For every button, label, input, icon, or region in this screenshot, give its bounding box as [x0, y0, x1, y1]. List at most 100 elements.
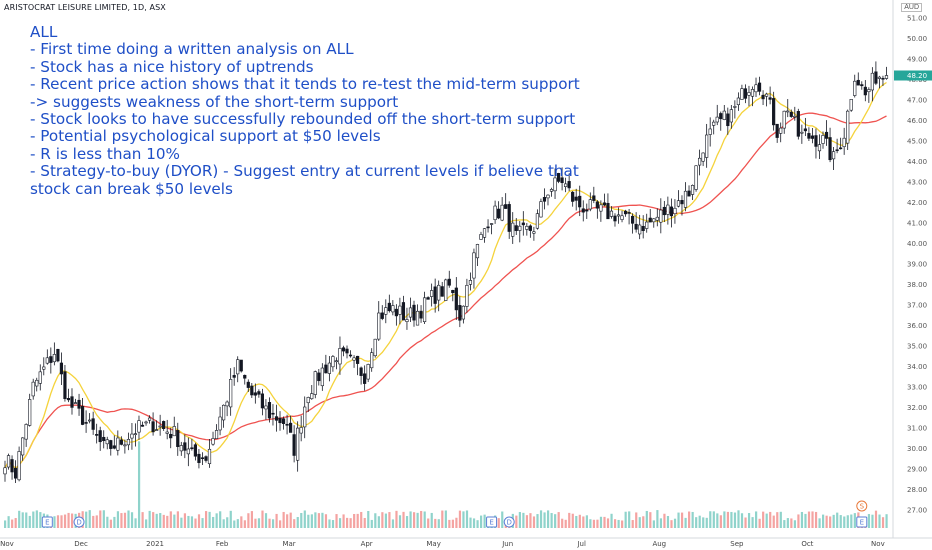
candle-body [750, 89, 755, 97]
volume-bar [286, 514, 289, 528]
earnings-badge-glyph: E [45, 519, 49, 527]
candle-body [486, 226, 490, 229]
volume-bar [264, 513, 268, 528]
x-tick-label: Feb [216, 540, 229, 548]
volume-bar [853, 513, 856, 528]
y-tick-label: 49.00 [907, 56, 927, 64]
volume-bar [843, 516, 846, 528]
candle-body [299, 427, 303, 434]
candle-body [225, 401, 229, 407]
candle-body [853, 80, 857, 96]
last-price-label: 48.20 [907, 72, 927, 80]
volume-bar [702, 517, 705, 528]
volume-bar [793, 520, 797, 528]
y-tick-label: 31.00 [907, 424, 927, 432]
x-tick-label: Sep [730, 540, 744, 548]
volume-bar [130, 512, 134, 528]
candle-body [662, 206, 666, 216]
volume-bar [518, 512, 521, 528]
volume-bar [416, 512, 419, 528]
candle-body [80, 406, 85, 425]
y-tick-label: 27.00 [907, 506, 927, 514]
candle-body [482, 228, 487, 238]
volume-bar [680, 512, 684, 528]
volume-bar [733, 512, 737, 528]
candle-body [828, 137, 832, 161]
candle-body [542, 197, 547, 202]
volume-bar [356, 513, 359, 528]
candle-body [606, 202, 610, 220]
candle-body [243, 374, 247, 379]
volume-bar [113, 516, 116, 528]
volume-bar [324, 514, 328, 528]
y-tick-label: 51.00 [907, 15, 927, 23]
y-tick-label: 39.00 [907, 260, 927, 268]
candle-body [377, 312, 381, 340]
candle-body [511, 222, 515, 237]
candle-body [849, 99, 853, 111]
volume-bar [95, 515, 98, 528]
volume-bar [134, 518, 137, 528]
volume-bar [137, 441, 141, 528]
volume-bar [554, 514, 557, 528]
volume-bar [776, 512, 779, 528]
volume-bar [32, 511, 35, 528]
candle-body [655, 216, 659, 221]
x-tick-label: 2021 [146, 540, 164, 548]
volume-bar [398, 515, 402, 528]
candle-body [331, 356, 335, 368]
candle-body [623, 210, 628, 215]
candle-body [747, 92, 751, 96]
volume-bar [402, 511, 405, 528]
volume-bar [427, 518, 430, 528]
volume-bar [878, 514, 881, 528]
candle-body [479, 234, 483, 240]
y-tick-label: 46.00 [907, 117, 927, 125]
candle-body [28, 399, 32, 426]
candle-body [334, 360, 339, 363]
volume-bar [807, 511, 811, 528]
note-line: -> suggests weakness of the short-term s… [30, 92, 399, 111]
candle-body [102, 436, 106, 442]
volume-bar [529, 513, 532, 528]
candle-body [112, 445, 116, 449]
volume-bar [271, 519, 275, 528]
candle-body [387, 302, 391, 312]
volume-bar [215, 513, 218, 528]
candle-body [207, 448, 212, 465]
volume-bar [67, 512, 70, 528]
volume-bar [14, 518, 17, 528]
split-badge-glyph: S [860, 503, 865, 511]
candle-body [729, 109, 733, 123]
volume-bar [723, 511, 726, 528]
volume-bar [243, 520, 246, 528]
volume-bar [814, 511, 818, 528]
x-tick-label: Jul [576, 540, 586, 548]
candle-body [116, 437, 120, 451]
candle-body [856, 79, 860, 86]
candle-body [690, 185, 695, 195]
note-line: - First time doing a written analysis on… [30, 40, 354, 59]
x-tick-label: Nov [0, 540, 14, 548]
candle-body [348, 354, 353, 357]
candle-body [66, 398, 71, 401]
volume-bar [575, 515, 578, 528]
candle-body [564, 183, 568, 187]
candle-body [274, 416, 279, 421]
y-tick-label: 41.00 [907, 219, 927, 227]
volume-bar [448, 519, 451, 528]
candle-body [267, 402, 272, 419]
volume-bar [106, 516, 109, 528]
volume-bar [321, 512, 324, 528]
y-tick-label: 50.00 [907, 35, 927, 43]
dividend-badge [73, 516, 85, 528]
candle-body [250, 385, 254, 396]
note-line: - Stock looks to have successfully rebou… [30, 110, 576, 129]
candle-body [454, 287, 458, 311]
volume-bar [578, 514, 581, 528]
candle-body [296, 427, 300, 461]
candle-body [768, 97, 772, 100]
candle-body [179, 445, 183, 452]
candle-body [292, 434, 296, 456]
